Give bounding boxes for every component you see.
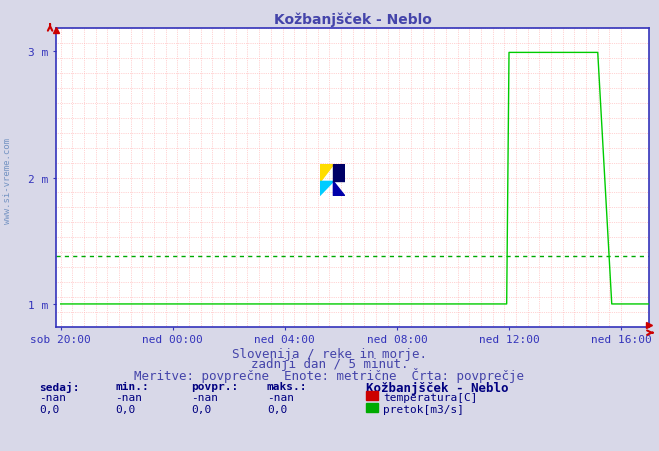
- Text: -nan: -nan: [267, 392, 294, 402]
- Text: Meritve: povprečne  Enote: metrične  Črta: povprečje: Meritve: povprečne Enote: metrične Črta:…: [134, 368, 525, 382]
- Text: -nan: -nan: [115, 392, 142, 402]
- Text: temperatura[C]: temperatura[C]: [383, 392, 477, 402]
- Text: sedaj:: sedaj:: [40, 381, 80, 392]
- Text: Kožbanjšček - Neblo: Kožbanjšček - Neblo: [366, 381, 508, 394]
- Text: 0,0: 0,0: [115, 404, 136, 414]
- Text: Slovenija / reke in morje.: Slovenija / reke in morje.: [232, 347, 427, 360]
- Text: 0,0: 0,0: [40, 404, 60, 414]
- Text: -nan: -nan: [40, 392, 67, 402]
- Text: min.:: min.:: [115, 381, 149, 391]
- Text: 0,0: 0,0: [267, 404, 287, 414]
- Text: zadnji dan / 5 minut.: zadnji dan / 5 minut.: [251, 358, 408, 371]
- Text: maks.:: maks.:: [267, 381, 307, 391]
- Text: povpr.:: povpr.:: [191, 381, 239, 391]
- Text: pretok[m3/s]: pretok[m3/s]: [383, 404, 464, 414]
- Text: 0,0: 0,0: [191, 404, 212, 414]
- Polygon shape: [320, 182, 333, 196]
- Text: www.si-vreme.com: www.si-vreme.com: [3, 138, 13, 223]
- Polygon shape: [320, 165, 333, 182]
- Text: -nan: -nan: [191, 392, 218, 402]
- Polygon shape: [333, 165, 345, 182]
- Polygon shape: [333, 182, 345, 196]
- Title: Kožbanjšček - Neblo: Kožbanjšček - Neblo: [273, 12, 432, 27]
